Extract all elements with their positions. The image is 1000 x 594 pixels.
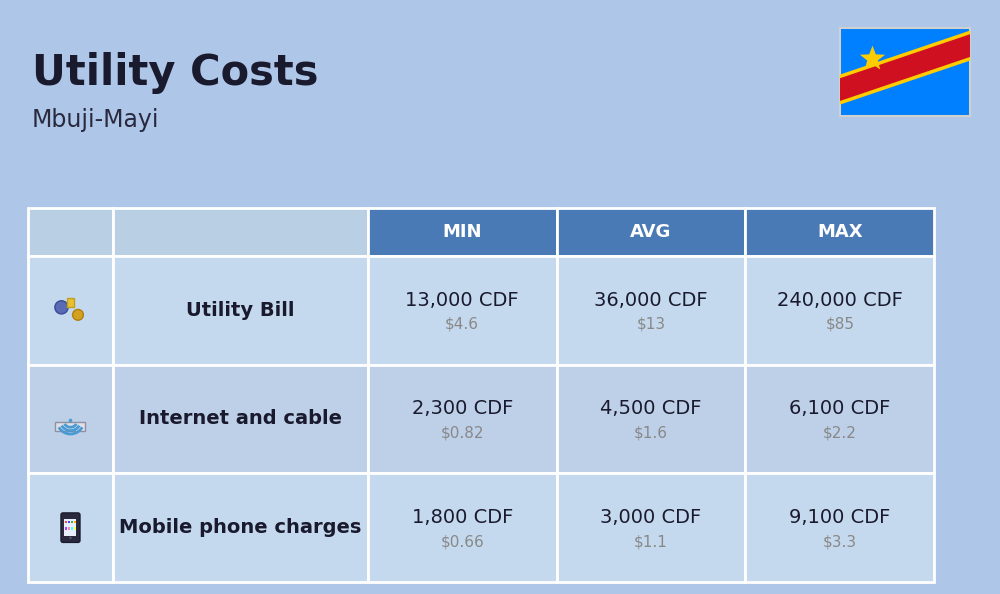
Polygon shape: [840, 33, 970, 103]
Bar: [68, 527, 70, 530]
Text: Internet and cable: Internet and cable: [139, 409, 342, 428]
Bar: [28, 256, 113, 365]
Text: 13,000 CDF: 13,000 CDF: [405, 291, 519, 310]
Bar: [840, 28, 970, 116]
Bar: [28, 208, 113, 256]
Bar: [745, 256, 934, 365]
Bar: [113, 365, 368, 473]
Text: $85: $85: [825, 317, 854, 332]
Bar: [113, 208, 368, 256]
Text: Mobile phone charges: Mobile phone charges: [119, 518, 362, 537]
Bar: [368, 365, 557, 473]
Text: $0.82: $0.82: [440, 425, 484, 441]
Text: 36,000 CDF: 36,000 CDF: [594, 291, 708, 310]
Bar: [745, 365, 934, 473]
Bar: [71, 527, 73, 530]
Bar: [67, 298, 74, 307]
Bar: [368, 256, 557, 365]
Text: Utility Costs: Utility Costs: [32, 52, 318, 94]
Bar: [557, 473, 745, 582]
Bar: [368, 473, 557, 582]
Bar: [28, 365, 113, 473]
Text: $2.2: $2.2: [823, 425, 857, 441]
Bar: [74, 527, 76, 530]
Bar: [557, 256, 745, 365]
Text: 2,300 CDF: 2,300 CDF: [412, 400, 513, 419]
FancyBboxPatch shape: [61, 513, 80, 542]
Bar: [65, 527, 67, 530]
Bar: [557, 365, 745, 473]
Bar: [55, 422, 85, 431]
Text: MIN: MIN: [442, 223, 482, 241]
Text: MAX: MAX: [817, 223, 863, 241]
Text: 9,100 CDF: 9,100 CDF: [789, 508, 891, 527]
Text: $1.6: $1.6: [634, 425, 668, 441]
Bar: [113, 256, 368, 365]
Bar: [745, 208, 934, 256]
Bar: [557, 208, 745, 256]
Text: 240,000 CDF: 240,000 CDF: [777, 291, 903, 310]
Text: Utility Bill: Utility Bill: [186, 301, 295, 320]
Bar: [745, 473, 934, 582]
Text: 6,100 CDF: 6,100 CDF: [789, 400, 891, 419]
Bar: [65, 521, 67, 523]
Text: Mbuji-Mayi: Mbuji-Mayi: [32, 108, 160, 132]
Text: $4.6: $4.6: [445, 317, 479, 332]
Text: $3.3: $3.3: [823, 534, 857, 549]
Bar: [368, 208, 557, 256]
Polygon shape: [860, 46, 885, 69]
Text: $13: $13: [636, 317, 666, 332]
Circle shape: [69, 419, 72, 422]
Bar: [113, 473, 368, 582]
Text: $0.66: $0.66: [440, 534, 484, 549]
Text: $1.1: $1.1: [634, 534, 668, 549]
Circle shape: [55, 301, 68, 314]
Bar: [68, 521, 70, 523]
Bar: [28, 473, 113, 582]
Text: 3,000 CDF: 3,000 CDF: [600, 508, 702, 527]
Text: 4,500 CDF: 4,500 CDF: [600, 400, 702, 419]
Text: 1,800 CDF: 1,800 CDF: [412, 508, 513, 527]
Bar: [74, 521, 76, 523]
Circle shape: [69, 536, 72, 539]
Bar: [71, 521, 73, 523]
Bar: [64, 519, 76, 536]
Circle shape: [73, 309, 83, 320]
Text: AVG: AVG: [630, 223, 672, 241]
